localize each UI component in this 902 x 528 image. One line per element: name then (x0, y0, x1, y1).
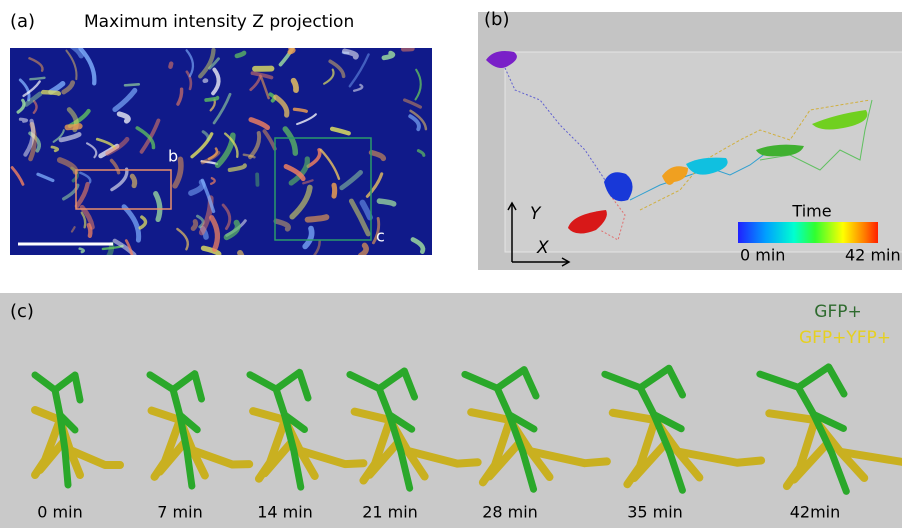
timepoint-label: 7 min (157, 503, 202, 522)
cell-streak (240, 253, 246, 279)
cell-streak (294, 109, 306, 111)
cell-streak (125, 84, 139, 85)
cell-streak (67, 126, 79, 127)
legend-item: GFP+YFP+ (799, 328, 891, 348)
timepoint-label: 21 min (362, 503, 418, 522)
colorbar-title: Time (791, 202, 831, 221)
axis-label: Y (530, 204, 542, 224)
timepoint-label: 14 min (257, 503, 313, 522)
panel-label: (b) (484, 9, 509, 30)
cell-streak (43, 92, 59, 94)
cell-streak (294, 81, 297, 90)
panel-label: (a) (10, 11, 35, 32)
cell-streak (379, 201, 393, 204)
timepoint-label: 0 min (37, 503, 82, 522)
cell-streak (30, 78, 44, 79)
cell-streak (404, 48, 413, 49)
timepoint-label: 35 min (627, 503, 683, 522)
cell-streak (290, 49, 293, 52)
cell-streak (308, 217, 327, 220)
timepoint-label: 42min (790, 503, 841, 522)
cell-streak (170, 64, 171, 67)
colorbar-min: 0 min (740, 246, 785, 265)
cell-streak (206, 98, 217, 100)
roi-label: c (376, 227, 385, 246)
figure: (a) Maximum intensity Z projection b c T… (0, 0, 902, 528)
track-panel: Time 0 min 42 min (478, 12, 902, 270)
roi-label: b (168, 147, 178, 166)
timepoint-label: 28 min (482, 503, 538, 522)
page: (a) Maximum intensity Z projection b c T… (0, 0, 902, 528)
axis-label: X (536, 238, 549, 258)
cell-streak (193, 222, 195, 229)
cell-streak (334, 185, 335, 196)
cell-streak (132, 176, 134, 185)
colorbar (738, 222, 878, 243)
panel-label: (c) (10, 301, 34, 322)
colorbar-max: 42 min (845, 246, 901, 265)
cell-streak (89, 225, 91, 236)
legend-item: GFP+ (814, 302, 861, 322)
panel-title: Maximum intensity Z projection (84, 12, 354, 32)
cell-streak (237, 53, 244, 56)
